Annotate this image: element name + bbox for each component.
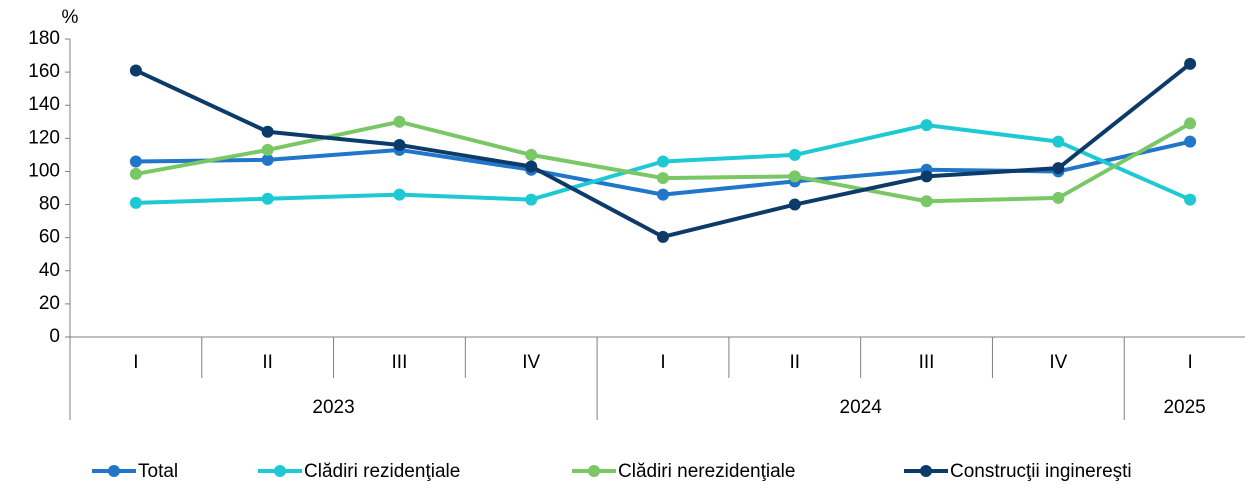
data-point [525, 160, 538, 173]
y-tick-label: 40 [39, 260, 60, 281]
data-point [1184, 117, 1197, 130]
data-point [393, 115, 406, 128]
data-point [1052, 191, 1065, 204]
data-point [129, 155, 142, 168]
data-point [788, 198, 801, 211]
data-point [261, 192, 274, 205]
data-point [1052, 135, 1065, 148]
data-point [920, 195, 933, 208]
series-line [135, 62, 1192, 239]
y-tick-label: 60 [39, 227, 60, 248]
y-tick-label: 120 [28, 127, 60, 148]
data-point [1184, 135, 1197, 148]
group-label: 2023 [312, 397, 354, 418]
data-point [1184, 57, 1197, 70]
x-tick-label: IV [1049, 352, 1067, 373]
x-tick-label: III [392, 352, 408, 373]
data-point [1184, 193, 1197, 206]
y-tick-label: 80 [39, 194, 60, 215]
x-tick-label: I [660, 352, 665, 373]
data-point [657, 230, 669, 243]
data-point [393, 188, 406, 201]
x-tick-label: I [133, 352, 138, 373]
legend-marker [920, 465, 932, 477]
x-tick-label: III [919, 352, 935, 373]
y-tick-label: 0 [49, 326, 60, 347]
data-point [129, 167, 142, 180]
x-tick-label: IV [522, 352, 540, 373]
x-tick-label: II [789, 352, 800, 373]
legend-marker [588, 465, 600, 477]
legend-label: Clădiri nerezidenţiale [618, 461, 795, 482]
data-point [261, 143, 274, 156]
data-point [525, 148, 538, 161]
data-point [261, 125, 274, 138]
y-axis-label: % [62, 7, 79, 28]
y-tick-label: 180 [28, 28, 60, 49]
data-point [261, 153, 274, 166]
data-point [657, 155, 669, 168]
data-point [657, 172, 669, 185]
data-point [788, 170, 801, 183]
group-label: 2025 [1163, 397, 1205, 418]
x-tick-label: I [1187, 352, 1192, 373]
y-tick-label: 100 [28, 160, 60, 181]
data-point [393, 138, 406, 151]
legend-label: Clădiri rezidenţiale [304, 461, 460, 482]
data-point [129, 64, 142, 77]
y-tick-label: 20 [39, 293, 60, 314]
group-label: 2024 [840, 397, 883, 418]
data-point [920, 119, 933, 132]
legend-label: Construcţii inginereşti [950, 461, 1132, 482]
y-tick-label: 140 [28, 94, 60, 115]
y-tick-label: 160 [28, 61, 60, 82]
legend-marker [274, 465, 286, 477]
legend-label: Total [138, 461, 178, 482]
data-point [920, 170, 933, 183]
data-point [129, 196, 142, 209]
data-point [1052, 162, 1065, 175]
legend-marker [108, 465, 120, 477]
x-tick-label: II [262, 352, 273, 373]
data-point [788, 148, 801, 161]
data-point [657, 188, 669, 201]
data-point [525, 193, 538, 206]
